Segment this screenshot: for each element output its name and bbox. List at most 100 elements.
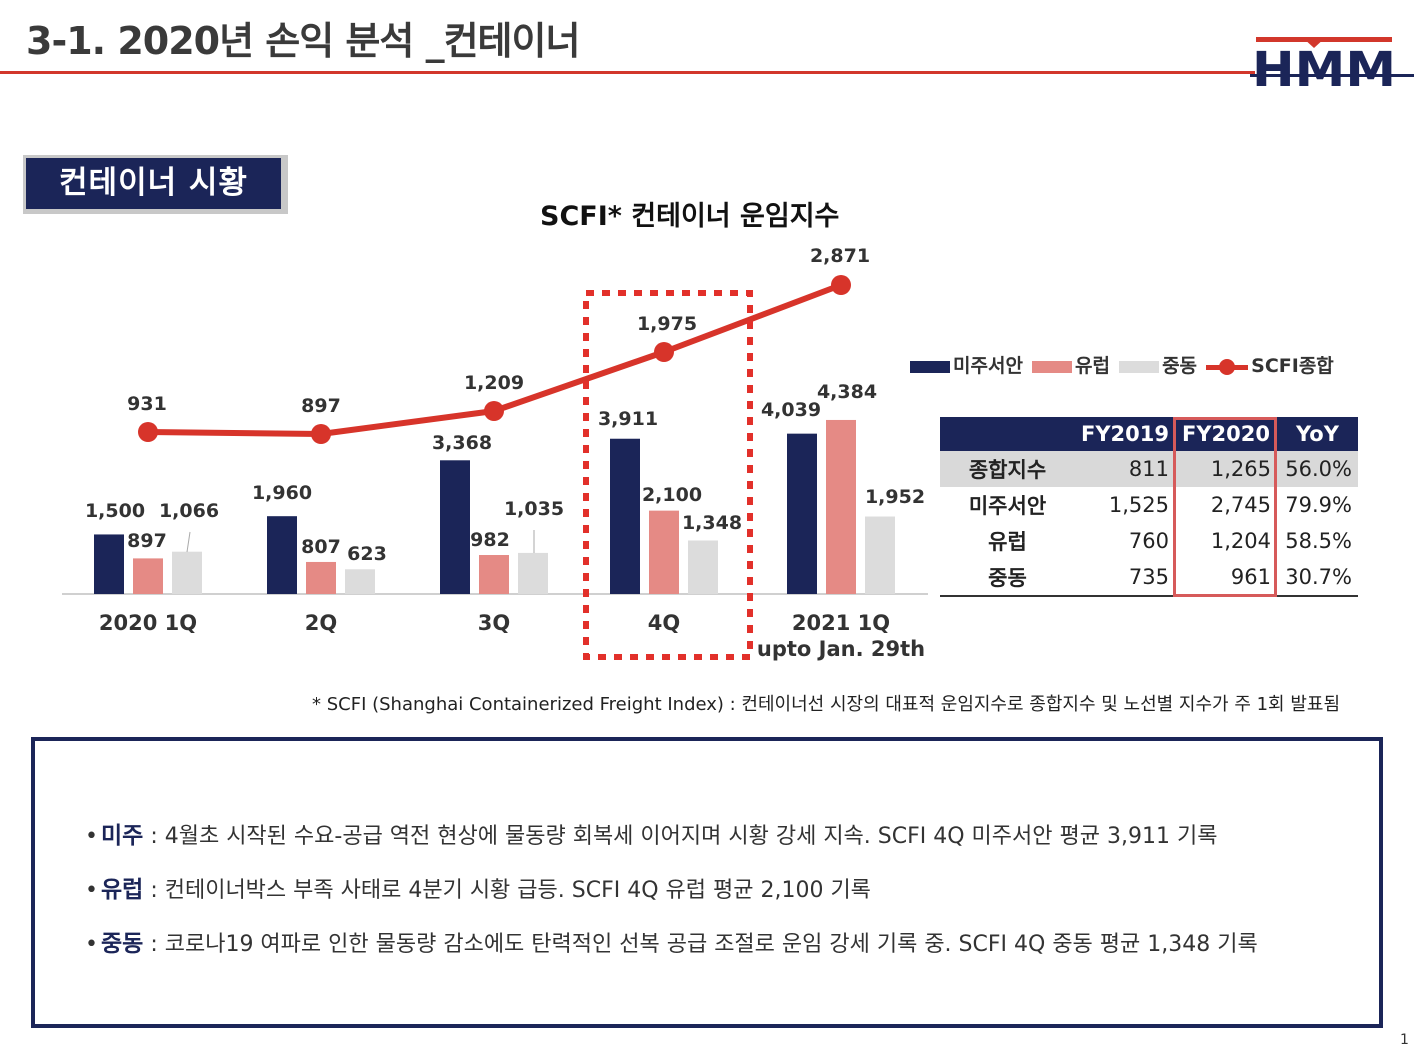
title-rule xyxy=(0,71,1255,74)
bar-middle-east xyxy=(688,540,718,594)
bullet-text: : 4월초 시작된 수요-공급 역전 현상에 물동량 회복세 이어지며 시황 강… xyxy=(143,824,1218,849)
bar-middle-east xyxy=(172,551,202,594)
table-header-blank xyxy=(940,417,1075,451)
scfi-value-label: 1,209 xyxy=(464,372,524,394)
x-tick-sublabel: upto Jan. 29th xyxy=(757,637,925,661)
summary-bullets: • 미주 : 4월초 시작된 수요-공급 역전 현상에 물동량 회복세 이어지며 … xyxy=(85,809,1258,971)
section-badge: 컨테이너 시황 xyxy=(23,155,288,214)
legend-swatch-europe xyxy=(1032,360,1073,373)
chart-legend: 미주서안 유럽 중동 SCFI종합 xyxy=(910,351,1338,379)
table-header-row: FY2019 FY2020 YoY xyxy=(940,417,1358,451)
legend-item-scfi: SCFI종합 xyxy=(1206,351,1334,378)
legend-label-scfi: SCFI종합 xyxy=(1251,355,1334,377)
bar-value-label: 1,348 xyxy=(682,512,742,534)
legend-swatch-us-west xyxy=(910,360,950,373)
bar-value-label: 3,911 xyxy=(598,408,658,430)
cell-yoy: 79.9% xyxy=(1285,493,1352,517)
summary-box: • 미주 : 4월초 시작된 수요-공급 역전 현상에 물동량 회복세 이어지며 … xyxy=(31,737,1383,1028)
bullet-key: 중동 xyxy=(101,931,144,957)
legend-label-europe: 유럽 xyxy=(1075,355,1110,377)
bar-us-west xyxy=(787,433,817,594)
cell-fy2019: 1,525 xyxy=(1108,493,1169,517)
bar-europe xyxy=(133,558,163,594)
cell-yoy: 56.0% xyxy=(1277,451,1358,487)
scfi-point xyxy=(138,422,158,442)
bar-middle-east xyxy=(518,552,548,594)
cell-yoy: 30.7% xyxy=(1277,559,1358,597)
scfi-chart: 1,500 1,960 3,368 3,911 4,039 897 807 982 2,100 4… xyxy=(62,245,928,661)
bar-middle-east xyxy=(865,516,895,594)
scfi-value-label: 1,975 xyxy=(637,313,697,335)
scfi-value-label: 2,871 xyxy=(810,245,870,267)
x-tick-label: 4Q xyxy=(648,611,680,635)
scfi-point xyxy=(831,275,851,295)
bullet-dot: • xyxy=(85,878,98,903)
page-number: 1 xyxy=(1400,1032,1409,1048)
bar-europe xyxy=(826,419,856,594)
bar-value-label: 3,368 xyxy=(432,432,492,454)
legend-item-europe: 유럽 xyxy=(1032,351,1110,378)
bar-us-west xyxy=(267,516,297,594)
page-title: 3-1. 2020년 손익 분석 _컨테이너 xyxy=(26,19,580,63)
bar-value-label: 4,039 xyxy=(761,399,821,421)
legend-line-scfi xyxy=(1206,357,1249,377)
cell-fy2020: 1,204 xyxy=(1210,529,1271,553)
row-label: 중동 xyxy=(940,559,1075,597)
scfi-value-label: 897 xyxy=(301,395,341,417)
bar-value-label: 1,500 xyxy=(85,500,145,522)
bar-value-label: 1,952 xyxy=(865,486,925,508)
table-row: 중동 735 961 30.7% xyxy=(940,559,1358,597)
x-tick-label: 2020 1Q xyxy=(99,611,197,635)
bar-value-label: 4,384 xyxy=(817,381,877,403)
list-item: • 중동 : 코로나19 여파로 인한 물동량 감소에도 탄력적인 선복 공급 조… xyxy=(85,917,1258,971)
list-item: • 유럽 : 컨테이너박스 부족 사태로 4분기 시황 급등. SCFI 4Q 유… xyxy=(85,863,1258,917)
list-item: • 미주 : 4월초 시작된 수요-공급 역전 현상에 물동량 회복세 이어지며 … xyxy=(85,809,1258,863)
row-label: 유럽 xyxy=(988,530,1027,554)
table-header-fy2019: FY2019 xyxy=(1075,417,1175,451)
bar-value-label: 1,066 xyxy=(159,500,219,522)
bar-europe xyxy=(306,561,336,594)
cell-yoy: 58.5% xyxy=(1285,529,1352,553)
label-leader-line xyxy=(186,531,191,553)
scfi-annual-table: FY2019 FY2020 YoY 종합지수 811 1,265 56.0% 미… xyxy=(940,417,1358,597)
logo-text: HMM xyxy=(1252,42,1396,98)
scfi-value-label: 931 xyxy=(127,393,167,415)
row-label: 미주서안 xyxy=(968,494,1047,518)
table-row: 종합지수 811 1,265 56.0% xyxy=(940,451,1358,487)
table-header-fy2020: FY2020 xyxy=(1175,417,1277,451)
legend-swatch-middle-east xyxy=(1119,360,1160,373)
legend-item-middle-east: 중동 xyxy=(1119,351,1197,378)
bar-value-label: 1,035 xyxy=(504,498,564,520)
x-tick-label: 2021 1Q xyxy=(792,611,890,635)
legend-label-middle-east: 중동 xyxy=(1162,355,1198,377)
cell-fy2019: 735 xyxy=(1075,559,1175,597)
cell-fy2020: 2,745 xyxy=(1210,493,1271,517)
bullet-key: 유럽 xyxy=(101,877,144,903)
bar-value-label: 1,960 xyxy=(252,482,312,504)
bullet-dot: • xyxy=(85,824,98,849)
bar-us-west xyxy=(94,534,124,594)
section-badge-label: 컨테이너 시황 xyxy=(26,158,281,209)
bullet-text: : 코로나19 여파로 인한 물동량 감소에도 탄력적인 선복 공급 조절로 운… xyxy=(143,932,1258,957)
bar-europe xyxy=(649,510,679,594)
scfi-point xyxy=(484,401,504,421)
cell-fy2020: 961 xyxy=(1175,559,1277,597)
bar-value-label: 2,100 xyxy=(642,484,702,506)
bar-us-west xyxy=(440,460,470,594)
cell-fy2019: 811 xyxy=(1075,451,1175,487)
bar-europe xyxy=(479,555,509,594)
hmm-logo: HMM xyxy=(1250,37,1414,98)
bar-value-label: 807 xyxy=(301,536,341,558)
legend-label-us-west: 미주서안 xyxy=(953,355,1023,377)
bullet-dot: • xyxy=(85,932,98,957)
table-row: 유럽 760 1,204 58.5% xyxy=(940,523,1358,559)
chart-title: SCFI* 컨테이너 운임지수 xyxy=(540,201,840,232)
bullet-text: : 컨테이너박스 부족 사태로 4분기 시황 급등. SCFI 4Q 유럽 평균… xyxy=(143,878,871,903)
table-row: 미주서안 1,525 2,745 79.9% xyxy=(940,487,1358,523)
legend-item-us-west: 미주서안 xyxy=(910,351,1023,378)
bar-value-label: 982 xyxy=(470,529,510,551)
bar-value-label: 897 xyxy=(127,530,167,552)
x-tick-label: 2Q xyxy=(305,611,337,635)
bar-middle-east xyxy=(345,569,375,594)
bullet-key: 미주 xyxy=(101,823,144,849)
